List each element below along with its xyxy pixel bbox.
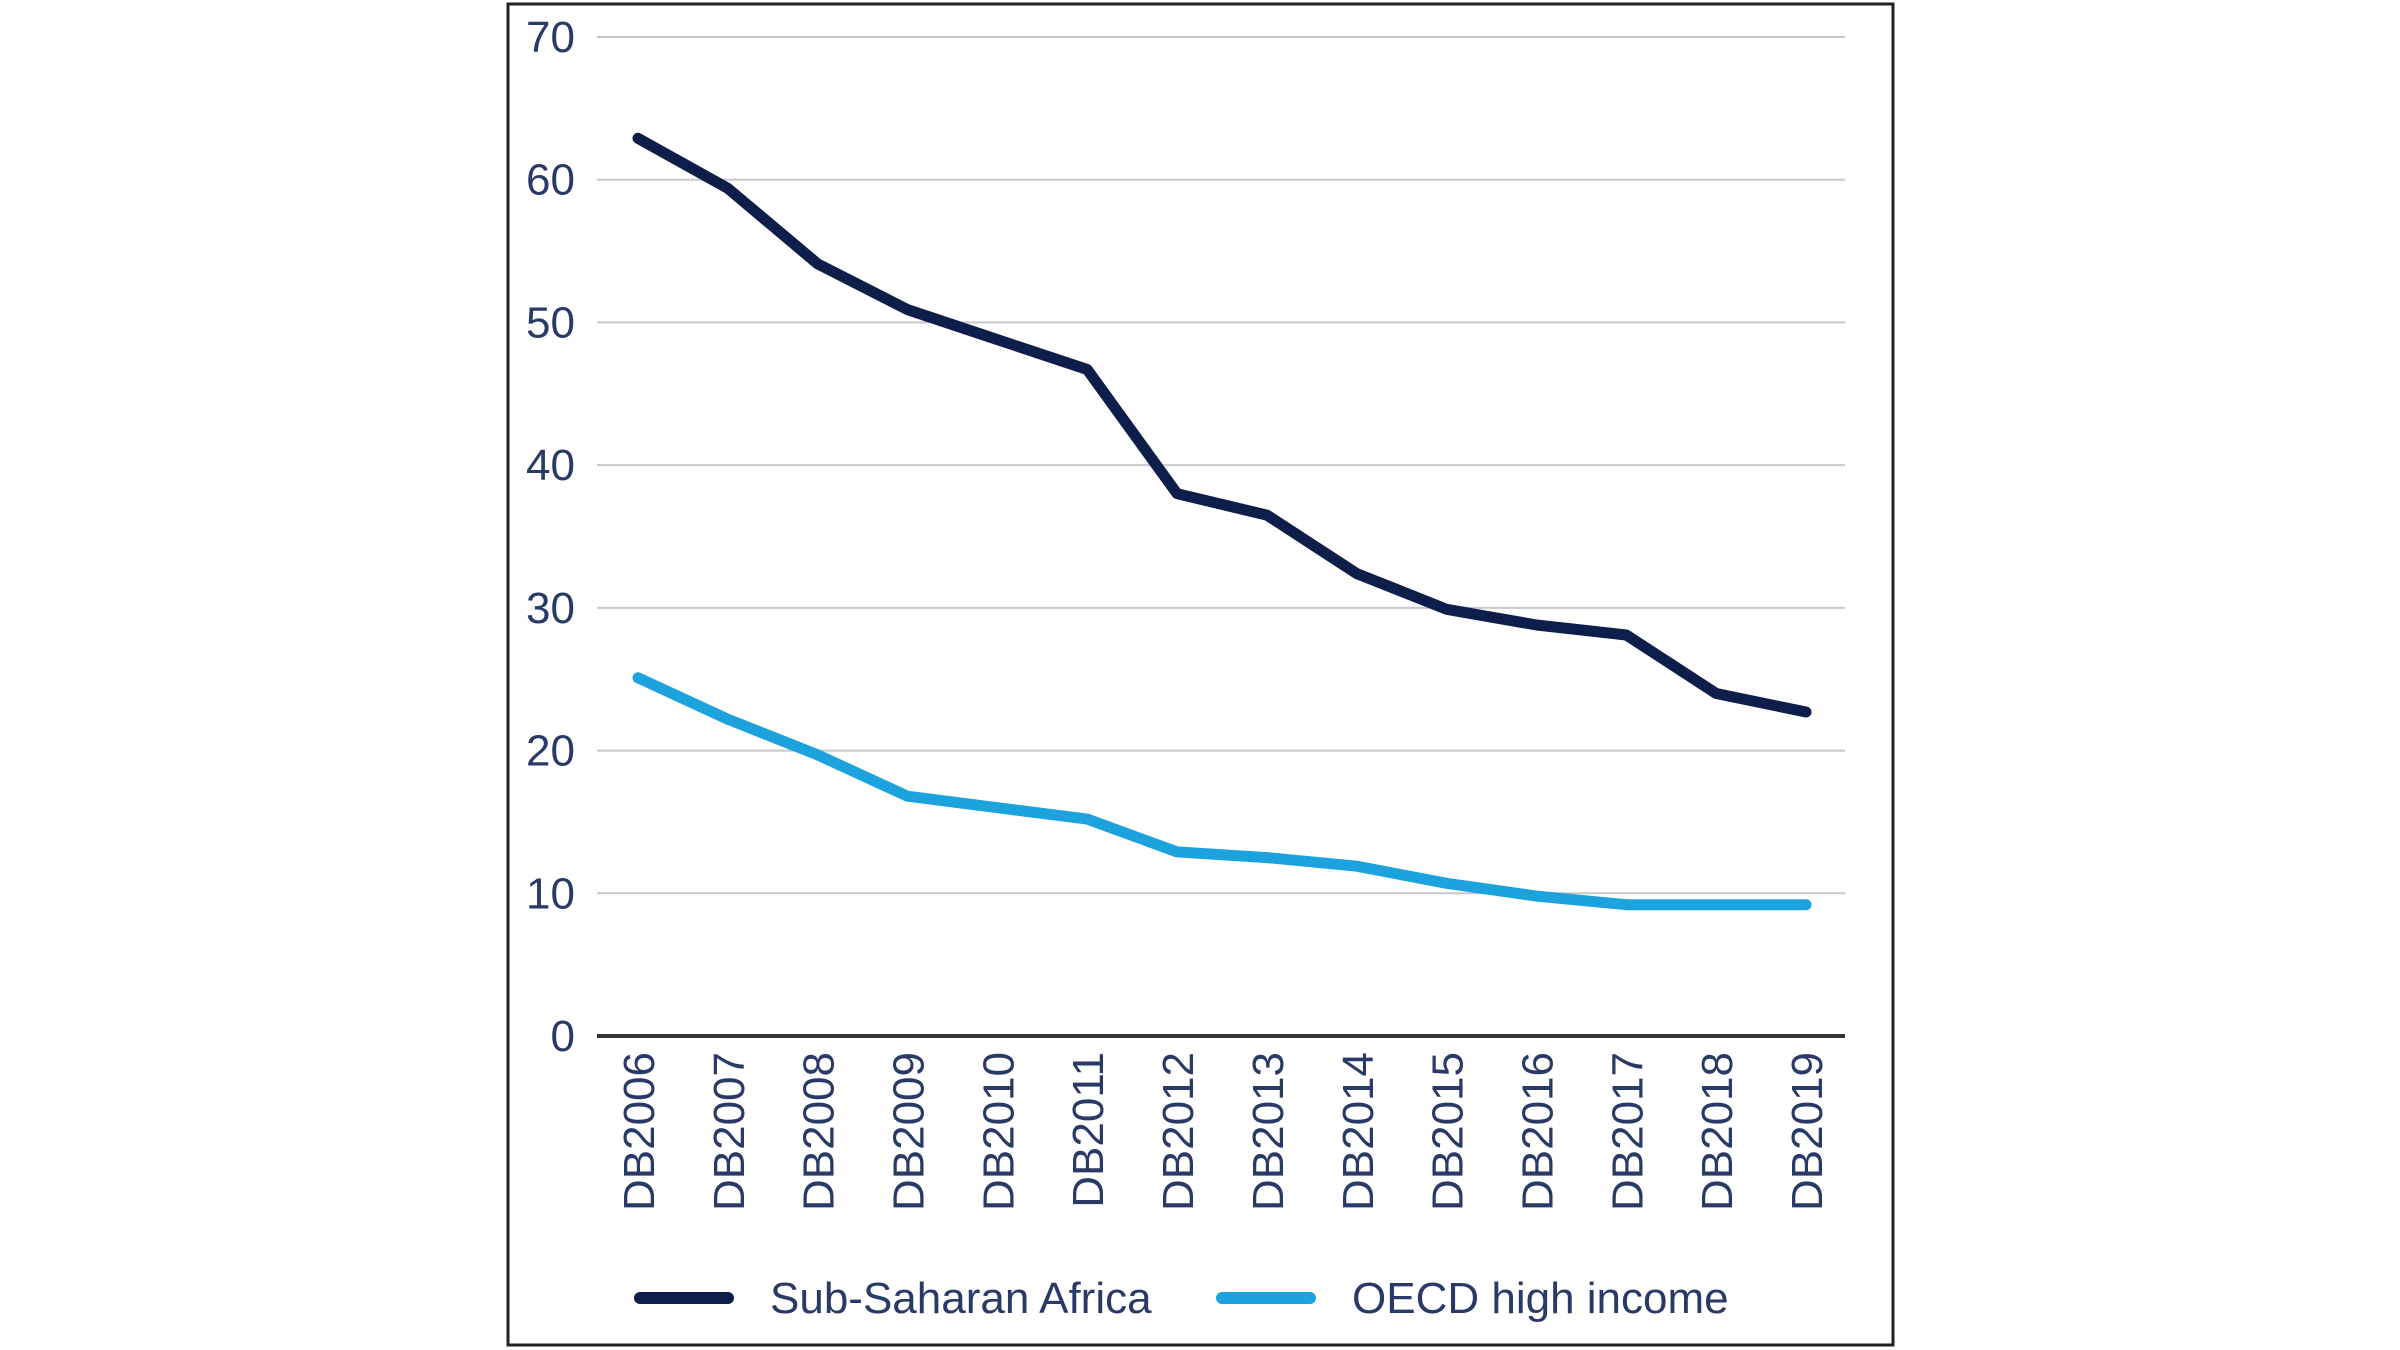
data-point	[1446, 608, 1448, 610]
x-tick-label: DB2012	[1154, 1052, 1203, 1211]
y-tick-label: 20	[526, 727, 575, 776]
data-point	[817, 754, 819, 756]
x-tick-label: DB2009	[885, 1052, 934, 1211]
y-tick-label: 10	[526, 869, 575, 918]
x-tick-label: DB2019	[1783, 1052, 1832, 1211]
data-point	[1805, 711, 1807, 713]
data-point	[1356, 865, 1358, 867]
x-tick-label: DB2017	[1603, 1052, 1652, 1211]
legend-label: OECD high income	[1352, 1274, 1729, 1323]
data-point	[637, 677, 639, 679]
data-point	[1805, 904, 1807, 906]
data-point	[996, 339, 998, 341]
x-tick-label: DB2015	[1424, 1052, 1473, 1211]
x-tick-label: DB2007	[705, 1052, 754, 1211]
x-tick-label: DB2018	[1693, 1052, 1742, 1211]
data-point	[1535, 895, 1537, 897]
data-point	[1625, 634, 1627, 636]
x-tick-label: DB2008	[795, 1052, 844, 1211]
data-point	[1715, 692, 1717, 694]
data-point	[1266, 857, 1268, 859]
data-point	[1176, 851, 1178, 853]
x-tick-label: DB2014	[1334, 1052, 1383, 1211]
y-tick-label: 70	[526, 13, 575, 62]
data-point	[907, 309, 909, 311]
data-point	[907, 795, 909, 797]
legend-label: Sub-Saharan Africa	[770, 1274, 1152, 1323]
data-point	[1086, 369, 1088, 371]
y-tick-label: 0	[551, 1012, 575, 1061]
data-point	[1356, 573, 1358, 575]
y-tick-label: 30	[526, 584, 575, 633]
x-tick-label: DB2016	[1513, 1052, 1562, 1211]
data-point	[727, 187, 729, 189]
data-point	[1086, 818, 1088, 820]
data-point	[1176, 493, 1178, 495]
x-tick-label: DB2010	[974, 1052, 1023, 1211]
x-tick-label: DB2011	[1064, 1052, 1113, 1208]
y-tick-label: 60	[526, 156, 575, 205]
data-point	[1715, 904, 1717, 906]
series-line-1	[632, 672, 1812, 911]
data-point	[1446, 882, 1448, 884]
data-point	[996, 807, 998, 809]
x-tick-label: DB2013	[1244, 1052, 1293, 1211]
y-tick-label: 50	[526, 298, 575, 347]
x-tick-label: DB2006	[615, 1052, 664, 1211]
data-point	[1266, 514, 1268, 516]
data-point	[637, 137, 639, 139]
chart-frame	[506, 2, 1895, 1347]
data-point	[1625, 904, 1627, 906]
y-tick-label: 40	[526, 441, 575, 490]
data-point	[817, 263, 819, 265]
series-line-0	[632, 132, 1812, 718]
data-point	[727, 718, 729, 720]
data-point	[1535, 624, 1537, 626]
